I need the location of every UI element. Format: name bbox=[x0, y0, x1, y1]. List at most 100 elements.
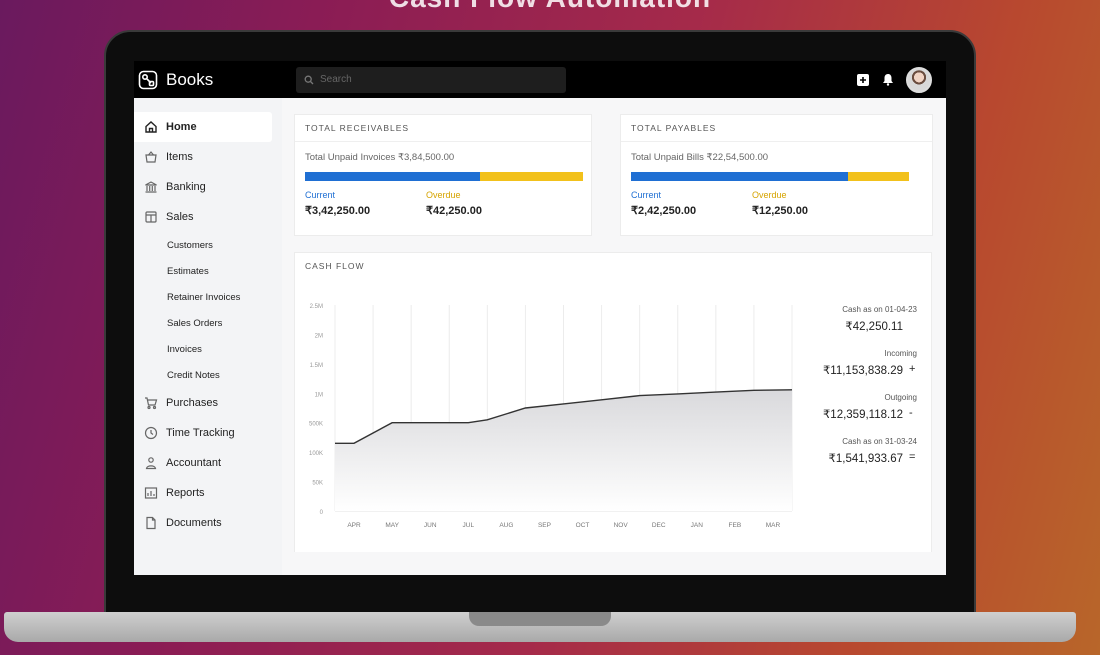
sidebar-item-banking[interactable]: Banking bbox=[134, 172, 272, 202]
opening-balance-value: ₹42,250.11 bbox=[845, 321, 903, 333]
sidebar-item-label: Time Tracking bbox=[166, 427, 235, 439]
y-tick-label: 2.5M bbox=[310, 304, 323, 310]
x-tick-label: APR bbox=[347, 522, 361, 529]
receivables-unpaid: Total Unpaid Invoices ₹3,84,500.00 bbox=[305, 152, 455, 163]
search-bar[interactable]: Search bbox=[296, 66, 566, 93]
plus-sign: + bbox=[909, 363, 916, 375]
x-tick-label: DEC bbox=[652, 522, 666, 529]
page-caption: Cash Flow Automation bbox=[0, 0, 1100, 14]
cashflow-card: CASH FLOW 0 50K 100K 500K 1M 1.5M 2M 2.5M APR MAY… bbox=[294, 252, 932, 552]
search-input[interactable]: Search bbox=[320, 74, 352, 85]
sidebar-item-label: Purchases bbox=[166, 397, 218, 409]
cashflow-chart: 0 50K 100K 500K 1M 1.5M 2M 2.5M APR MAY JUN JUL AUG S… bbox=[309, 304, 793, 529]
cart-icon bbox=[145, 397, 158, 410]
x-tick-label: JUN bbox=[424, 522, 437, 529]
x-tick-label: MAR bbox=[766, 522, 781, 529]
app-header: Books Search bbox=[134, 61, 946, 98]
books-logo-icon bbox=[138, 70, 158, 89]
incoming-label: Incoming bbox=[884, 349, 917, 358]
x-tick-label: NOV bbox=[614, 522, 629, 529]
home-icon bbox=[145, 121, 157, 133]
laptop-notch bbox=[469, 612, 611, 626]
cashflow-title: CASH FLOW bbox=[305, 261, 365, 271]
notifications-button[interactable] bbox=[881, 73, 894, 86]
y-tick-label: 1M bbox=[315, 392, 323, 398]
y-tick-label: 0 bbox=[320, 510, 324, 516]
app-screen: Books Search bbox=[134, 61, 946, 575]
sidebar-item-label: Reports bbox=[166, 487, 205, 499]
opening-balance-label: Cash as on 01-04-23 bbox=[842, 305, 917, 314]
sidebar-item-label: Banking bbox=[166, 181, 206, 193]
sidebar-item-items[interactable]: Items bbox=[134, 142, 272, 172]
y-tick-label: 2M bbox=[315, 333, 323, 339]
x-tick-label: OCT bbox=[576, 522, 590, 529]
outgoing-value[interactable]: ₹12,359,118.12 bbox=[822, 409, 903, 421]
payables-overdue-segment bbox=[847, 172, 909, 181]
sidebar-item-accountant[interactable]: Accountant bbox=[134, 448, 272, 478]
receivables-current-label: Current bbox=[305, 190, 336, 200]
payables-unpaid: Total Unpaid Bills ₹22,54,500.00 bbox=[631, 152, 769, 163]
x-tick-label: MAY bbox=[385, 522, 399, 529]
receivables-overdue-label: Overdue bbox=[426, 190, 461, 200]
app-name: Books bbox=[166, 69, 214, 89]
receivables-bar bbox=[305, 172, 583, 181]
sidebar-item-time-tracking[interactable]: Time Tracking bbox=[134, 418, 272, 448]
closing-balance-label: Cash as on 31-03-24 bbox=[842, 437, 917, 446]
search-icon bbox=[304, 75, 314, 84]
receivables-current-segment bbox=[305, 172, 481, 181]
add-button[interactable] bbox=[856, 73, 869, 86]
payables-current-segment bbox=[631, 172, 848, 181]
sidebar-item-label: Items bbox=[166, 151, 193, 163]
cashflow-area bbox=[335, 389, 792, 511]
y-tick-label: 1.5M bbox=[310, 363, 323, 369]
y-tick-label: 50K bbox=[312, 481, 323, 487]
receivables-current-amount[interactable]: ₹3,42,250.00 bbox=[305, 205, 371, 217]
incoming-value[interactable]: ₹11,153,838.29 bbox=[822, 365, 903, 377]
brand[interactable]: Books bbox=[138, 70, 296, 90]
cashflow-summary: Cash as on 01-04-23 ₹42,250.11 Incoming … bbox=[807, 305, 917, 481]
y-tick-label: 100K bbox=[309, 451, 323, 457]
receivables-card: TOTAL RECEIVABLES Total Unpaid Invoices … bbox=[294, 114, 592, 236]
payables-overdue-amount[interactable]: ₹12,250.00 bbox=[752, 205, 808, 217]
receivables-title: TOTAL RECEIVABLES bbox=[295, 115, 591, 142]
x-tick-label: AUG bbox=[499, 522, 513, 529]
closing-balance-value: ₹1,541,933.67 bbox=[828, 453, 903, 465]
sidebar-subitem-retainer-invoices[interactable]: Retainer Invoices bbox=[167, 291, 241, 303]
payables-current-amount[interactable]: ₹2,42,250.00 bbox=[631, 205, 697, 217]
payables-current-label: Current bbox=[631, 190, 662, 200]
x-tick-label: SEP bbox=[538, 522, 551, 529]
sidebar-item-sales[interactable]: Sales bbox=[134, 202, 272, 232]
plus-icon bbox=[856, 73, 869, 86]
y-tick-label: 500K bbox=[309, 422, 323, 428]
sidebar-item-home[interactable]: Home bbox=[134, 112, 272, 142]
document-icon bbox=[146, 516, 156, 530]
sidebar-subitem-estimates[interactable]: Estimates bbox=[167, 265, 209, 277]
payables-overdue-label: Overdue bbox=[752, 190, 787, 200]
x-tick-label: JUL bbox=[463, 522, 475, 529]
sidebar-item-label: Documents bbox=[166, 517, 222, 529]
sidebar-item-label: Home bbox=[166, 121, 197, 133]
sidebar-item-reports[interactable]: Reports bbox=[134, 478, 272, 508]
basket-icon bbox=[145, 151, 157, 163]
chart-icon bbox=[144, 487, 158, 499]
sidebar-subitem-credit-notes[interactable]: Credit Notes bbox=[167, 369, 220, 381]
dashboard-main: TOTAL RECEIVABLES Total Unpaid Invoices … bbox=[282, 98, 946, 575]
sidebar-subitem-sales-orders[interactable]: Sales Orders bbox=[167, 317, 223, 329]
sidebar-item-label: Accountant bbox=[166, 457, 222, 469]
sidebar-item-label: Sales bbox=[166, 211, 194, 223]
sidebar-item-purchases[interactable]: Purchases bbox=[134, 388, 272, 418]
equals-sign: = bbox=[909, 451, 916, 463]
avatar[interactable] bbox=[906, 66, 932, 93]
sidebar-item-documents[interactable]: Documents bbox=[134, 508, 272, 538]
bank-icon bbox=[145, 181, 157, 193]
payables-bar bbox=[631, 172, 909, 181]
clock-icon bbox=[144, 426, 158, 440]
outgoing-label: Outgoing bbox=[884, 393, 917, 402]
payables-title: TOTAL PAYABLES bbox=[621, 115, 932, 142]
sidebar-subitem-invoices[interactable]: Invoices bbox=[167, 343, 202, 355]
sidebar-subitem-customers[interactable]: Customers bbox=[167, 239, 213, 251]
payables-card: TOTAL PAYABLES Total Unpaid Bills ₹22,54… bbox=[620, 114, 933, 236]
x-tick-label: FEB bbox=[729, 522, 742, 529]
receivables-overdue-amount[interactable]: ₹42,250.00 bbox=[426, 205, 482, 217]
receivables-overdue-segment bbox=[480, 172, 583, 181]
